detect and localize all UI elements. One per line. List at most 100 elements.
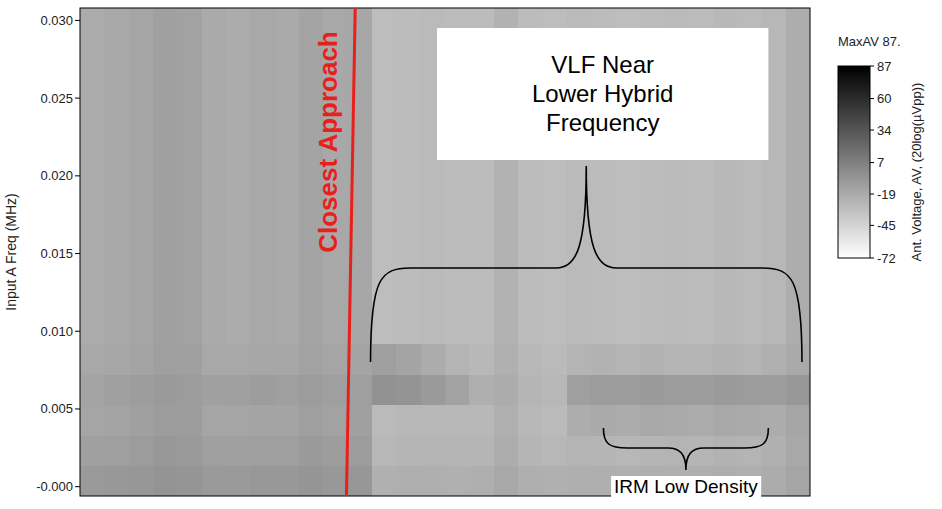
cell — [250, 435, 275, 466]
cell — [348, 39, 373, 70]
cell — [494, 191, 519, 222]
cell — [421, 313, 446, 344]
cell — [202, 344, 227, 375]
cell — [396, 69, 421, 100]
cell — [104, 100, 129, 131]
closest-approach-label: Closest Approach — [313, 31, 343, 253]
cell — [445, 222, 470, 253]
cell — [396, 374, 421, 405]
cell — [275, 344, 300, 375]
cell — [786, 435, 810, 466]
cell — [80, 405, 105, 436]
cell — [640, 222, 665, 253]
cell — [129, 283, 154, 314]
cell — [275, 313, 300, 344]
cell — [372, 435, 397, 466]
cell — [567, 405, 592, 436]
cell — [177, 435, 202, 466]
cell — [421, 405, 446, 436]
cell — [153, 313, 178, 344]
cell — [567, 466, 592, 497]
cell — [591, 374, 616, 405]
cell — [129, 435, 154, 466]
y-tick-label: 0.015 — [40, 246, 73, 261]
vlf-label: VLF NearLower HybridFrequency — [532, 51, 673, 136]
cell — [80, 252, 105, 283]
colorbar-scale — [838, 66, 870, 258]
cell — [104, 130, 129, 161]
cell — [226, 344, 251, 375]
cell — [421, 283, 446, 314]
cell — [761, 161, 786, 192]
cell — [226, 405, 251, 436]
cell — [664, 374, 689, 405]
cell — [153, 39, 178, 70]
cell — [737, 344, 762, 375]
cell — [372, 100, 397, 131]
cell — [421, 344, 446, 375]
cell — [713, 222, 738, 253]
cell — [275, 100, 300, 131]
cell — [153, 374, 178, 405]
colorbar-tick — [870, 258, 874, 259]
cell — [104, 283, 129, 314]
cell — [177, 313, 202, 344]
cell — [567, 435, 592, 466]
cell — [372, 283, 397, 314]
y-tick — [75, 20, 80, 21]
cell — [80, 191, 105, 222]
cell — [615, 191, 640, 222]
colorbar-tick-label: 7 — [877, 155, 884, 170]
cell — [275, 435, 300, 466]
cell — [80, 8, 105, 39]
plot-frame — [80, 8, 810, 496]
cell — [250, 405, 275, 436]
cell — [226, 466, 251, 497]
cell — [153, 100, 178, 131]
colorbar-tick-label: -45 — [877, 218, 896, 233]
cell — [129, 313, 154, 344]
cell — [202, 222, 227, 253]
cell — [80, 161, 105, 192]
cell — [469, 344, 494, 375]
cell — [469, 374, 494, 405]
cell — [567, 313, 592, 344]
cell — [518, 161, 543, 192]
cell — [202, 100, 227, 131]
cell — [129, 191, 154, 222]
cell — [80, 222, 105, 253]
cell — [518, 466, 543, 497]
cell — [591, 435, 616, 466]
cell — [129, 130, 154, 161]
cell — [445, 161, 470, 192]
cell — [567, 374, 592, 405]
cell — [153, 344, 178, 375]
cell — [396, 344, 421, 375]
cell — [469, 191, 494, 222]
y-tick-label: 0.005 — [40, 401, 73, 416]
cell — [567, 252, 592, 283]
cell — [226, 69, 251, 100]
y-axis: -0.0000.0050.0100.0150.0200.0250.030 — [36, 13, 80, 494]
cell — [542, 435, 567, 466]
cell — [688, 344, 713, 375]
cell — [640, 435, 665, 466]
cell — [202, 69, 227, 100]
cell — [713, 283, 738, 314]
cell — [664, 313, 689, 344]
cell — [445, 313, 470, 344]
cell — [226, 222, 251, 253]
colorbar-max-label: MaxAV 87. — [838, 34, 901, 49]
cell — [226, 252, 251, 283]
cell — [713, 313, 738, 344]
cell — [469, 466, 494, 497]
cell — [688, 374, 713, 405]
cell — [494, 283, 519, 314]
cell — [226, 191, 251, 222]
cell — [104, 39, 129, 70]
cell — [177, 283, 202, 314]
cell — [567, 283, 592, 314]
cell — [153, 222, 178, 253]
cell — [202, 130, 227, 161]
y-tick-label: 0.010 — [40, 324, 73, 339]
